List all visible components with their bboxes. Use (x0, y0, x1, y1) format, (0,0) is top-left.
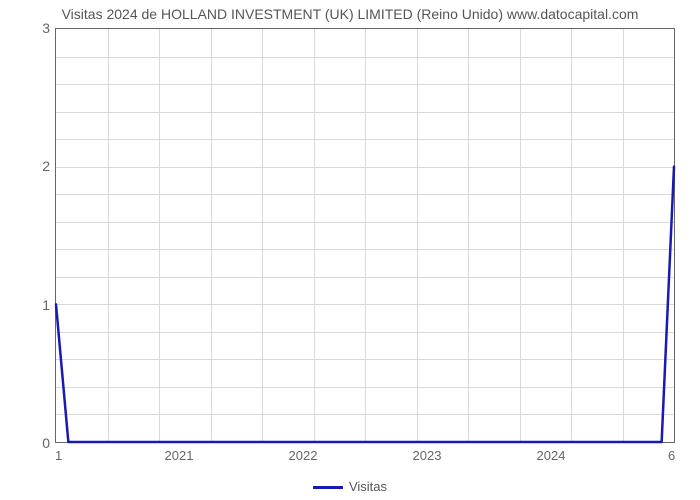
legend-label: Visitas (349, 479, 387, 494)
plot-area (55, 28, 675, 443)
x-tick-label: 2021 (165, 448, 194, 463)
x-end-label: 6 (668, 448, 675, 463)
y-tick-label: 2 (10, 158, 50, 174)
x-tick-label: 2022 (289, 448, 318, 463)
x-tick-label: 2023 (413, 448, 442, 463)
y-tick-label: 0 (10, 435, 50, 451)
x-start-label: 1 (55, 448, 62, 463)
legend-swatch (313, 486, 343, 489)
y-tick-label: 3 (10, 20, 50, 36)
chart-title: Visitas 2024 de HOLLAND INVESTMENT (UK) … (0, 6, 700, 22)
x-tick-label: 2024 (537, 448, 566, 463)
chart-container: Visitas 2024 de HOLLAND INVESTMENT (UK) … (0, 0, 700, 500)
y-tick-label: 1 (10, 297, 50, 313)
data-line (56, 29, 674, 442)
legend: Visitas (0, 479, 700, 494)
